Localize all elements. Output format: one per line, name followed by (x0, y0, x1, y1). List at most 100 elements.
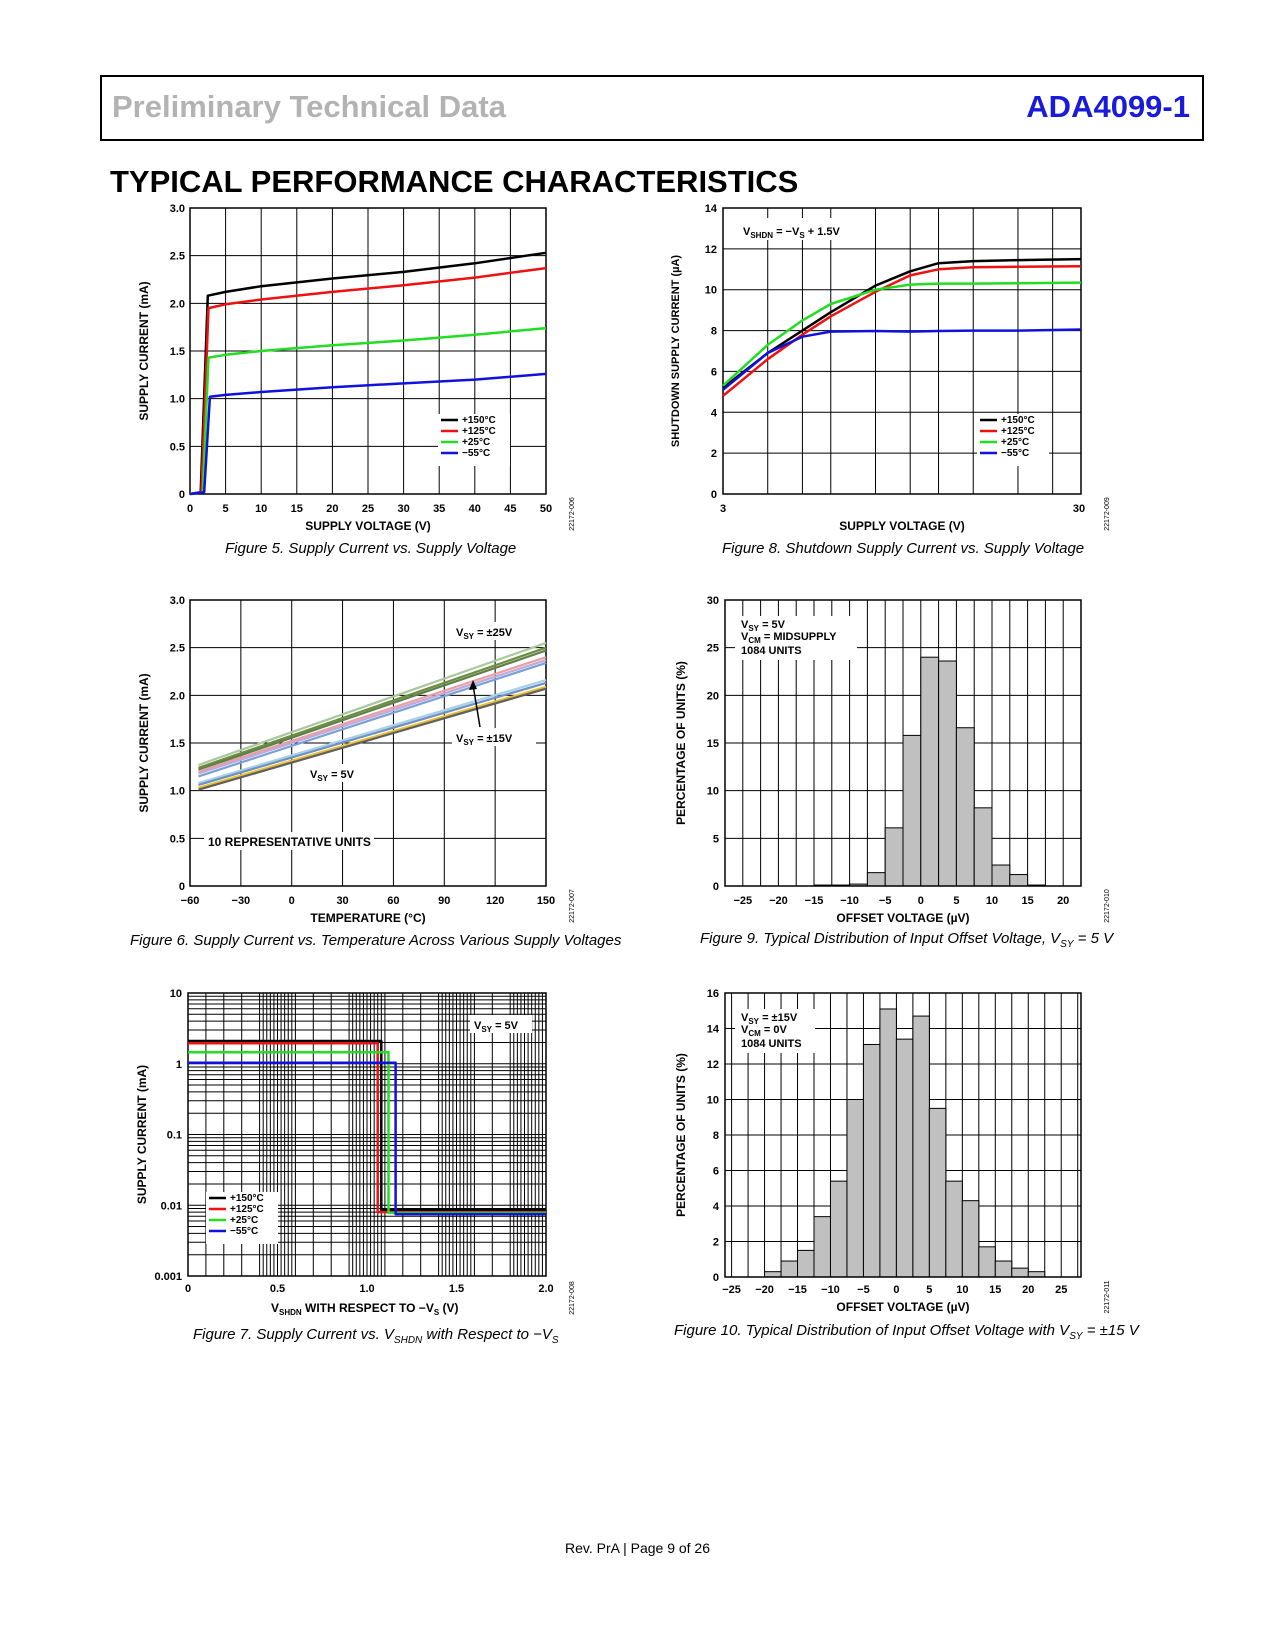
units-annotation: 1084 UNITS (741, 1038, 802, 1050)
x-tick-label: −60 (181, 895, 200, 907)
figure-9-chart: −25 −20 −15 −10 −5 0 5 10 15 20 0 5 10 15 20 25 30 OFFSET… (674, 595, 1111, 925)
text-span: V (474, 1020, 482, 1032)
histogram-bar (945, 1180, 963, 1278)
x-tick-label: −20 (755, 1284, 774, 1296)
x-tick-label: 10 (986, 895, 998, 907)
vsy-annotation: VSY = 5V (741, 619, 786, 633)
legend-label: +25°C (230, 1215, 258, 1226)
y-tick-label: 0 (179, 489, 185, 501)
figure-number: 22172-006 (569, 497, 576, 531)
y-tick-label: 0.01 (161, 1200, 182, 1212)
x-tick-label: 2.0 (538, 1283, 553, 1295)
x-tick-label: 10 (956, 1284, 968, 1296)
y-tick-label: 2.0 (170, 690, 185, 702)
plot-frame (724, 992, 1082, 1278)
section-title: TYPICAL PERFORMANCE CHARACTERISTICS (110, 164, 799, 199)
x-tick-label: −5 (857, 1284, 870, 1296)
part-number: ADA4099-1 (1026, 89, 1190, 124)
figure-6-caption: Figure 6. Supply Current vs. Temperature… (130, 932, 622, 949)
y-axis-label: SUPPLY CURRENT (mA) (137, 281, 151, 420)
legend-label: +125°C (462, 426, 496, 437)
legend-bg (977, 414, 1049, 466)
y-tick-label: 2 (713, 1237, 719, 1249)
text-span: S (799, 231, 805, 240)
figure-9-caption-pre: Figure 9. Typical Distribution of Input … (700, 930, 1061, 947)
histogram-bar (1027, 1271, 1046, 1278)
vsy-15-annotation: VSY = ±15V (456, 733, 513, 747)
y-tick-label: 2 (711, 448, 717, 460)
x-tick-label: 0 (185, 1283, 191, 1295)
text-span: V (456, 627, 464, 639)
text-span: SHDN (279, 1308, 302, 1317)
y-tick-label: 16 (707, 988, 719, 1000)
y-tick-label: 1.5 (170, 346, 185, 358)
y-tick-label: 2.0 (170, 298, 185, 310)
histogram-bar (1011, 1267, 1029, 1278)
annotation-bg (452, 728, 536, 746)
histogram-bar (961, 1200, 980, 1278)
legend-label: +150°C (230, 1193, 264, 1204)
y-tick-label: 4 (713, 1201, 720, 1213)
x-tick-label: 45 (504, 503, 516, 515)
figure-5: 0 5 10 15 20 25 30 35 40 45 50 0 0.5 1.0 1.5 2.0 2.5 3.0 S… (130, 200, 590, 545)
y-tick-label: 14 (707, 1024, 720, 1036)
units-annotation: 1084 UNITS (741, 645, 802, 657)
x-tick-label: −25 (722, 1284, 741, 1296)
y-tick-label: 0 (179, 881, 185, 893)
vcm-annotation: VCM = MIDSUPPLY (741, 631, 837, 645)
series-line (198, 641, 547, 766)
figure-9-caption-sub: SY (1060, 939, 1074, 950)
figure-number: 22172-010 (1104, 889, 1111, 923)
series-line (722, 257, 1082, 389)
x-tick-label: 50 (540, 503, 552, 515)
series-line (198, 687, 547, 791)
arrow-head (469, 680, 477, 690)
text-span: (V) (439, 1301, 458, 1315)
text-span: = ±25V (474, 627, 513, 639)
text-span: = −V (773, 226, 800, 238)
histogram-bar (902, 734, 922, 887)
text-span: V (741, 619, 749, 631)
text-span: V (741, 631, 749, 643)
legend-label: −55°C (230, 1226, 258, 1237)
figure-9: −25 −20 −15 −10 −5 0 5 10 15 20 0 5 10 15 20 25 30 OFFSET… (665, 592, 1125, 937)
y-tick-label: 0.5 (170, 441, 185, 453)
text-span: = 5V (759, 619, 786, 631)
y-tick-label: 2.5 (170, 643, 185, 655)
figure-number: 22172-007 (569, 889, 576, 923)
shdn-annotation: VSHDN = −VS + 1.5V (743, 226, 840, 240)
x-axis-label: OFFSET VOLTAGE (µV) (836, 911, 969, 925)
y-tick-label: 5 (713, 833, 719, 845)
x-tick-label: 0 (289, 895, 295, 907)
series-line (722, 281, 1082, 387)
plot-frame (724, 599, 1082, 887)
histogram-bar (938, 660, 957, 887)
y-tick-label: 10 (170, 988, 182, 1000)
histogram-bar (973, 807, 993, 887)
series-line (722, 264, 1082, 397)
histogram-bar (829, 1180, 848, 1278)
text-span: = ±15V (759, 1012, 798, 1024)
text-span: V (741, 1012, 749, 1024)
text-span: V (743, 226, 751, 238)
series-line (189, 372, 547, 496)
figure-7-caption-pre: Figure 7. Supply Current vs. V (193, 1326, 394, 1343)
text-span: SY (748, 624, 759, 633)
y-tick-label: 1 (176, 1059, 182, 1071)
figure-5-chart: 0 5 10 15 20 25 30 35 40 45 50 0 0.5 1.0 1.5 2.0 2.5 3.0 S… (137, 203, 576, 533)
y-tick-label: 15 (707, 738, 719, 750)
y-tick-label: 8 (711, 326, 717, 338)
series-line (198, 649, 547, 771)
figure-9-caption-post: = 5 V (1073, 930, 1114, 947)
x-tick-label: −25 (733, 895, 752, 907)
y-tick-label: 0.001 (154, 1271, 182, 1283)
text-span: = MIDSUPPLY (761, 631, 837, 643)
text-span: V (310, 769, 318, 781)
text-span: V (741, 1024, 749, 1036)
x-tick-label: −30 (232, 895, 251, 907)
y-tick-label: 1.5 (170, 738, 185, 750)
histogram-bar (895, 1038, 914, 1278)
figure-5-caption: Figure 5. Supply Current vs. Supply Volt… (225, 540, 517, 557)
text-span: SY (481, 1025, 492, 1034)
annotation-bg (735, 616, 857, 660)
